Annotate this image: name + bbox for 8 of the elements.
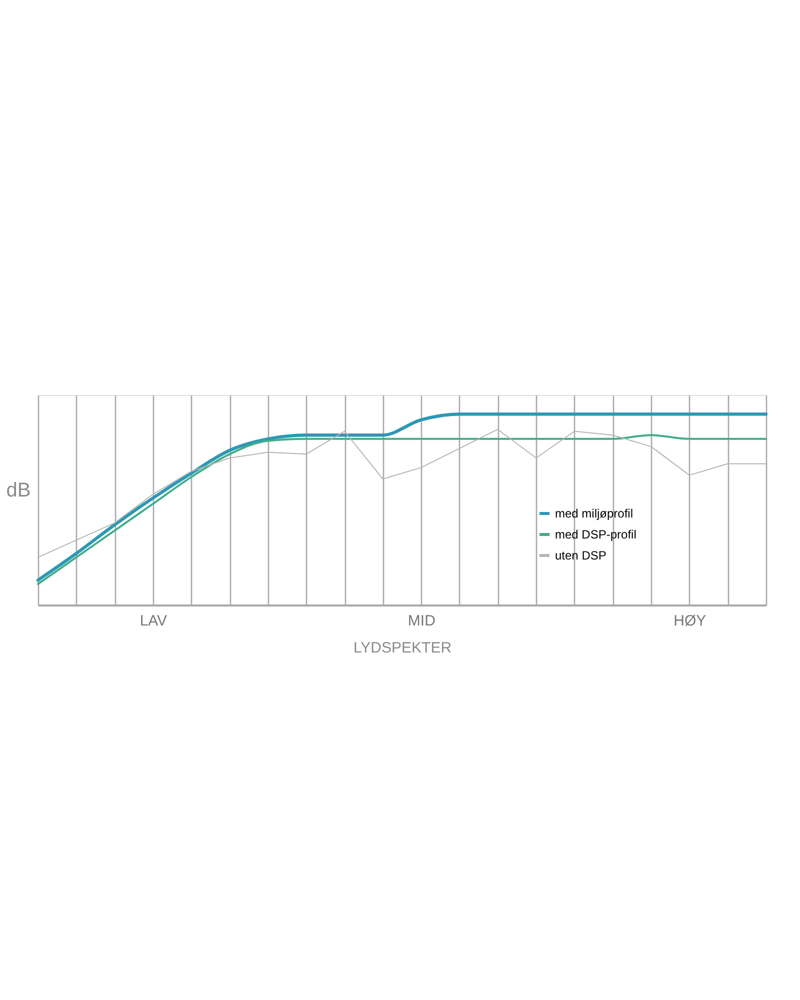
legend-label: med miljøprofil bbox=[555, 506, 634, 520]
legend-label: med DSP-profil bbox=[555, 528, 636, 542]
legend-label: uten DSP bbox=[555, 548, 606, 562]
x-tick-label: HØY bbox=[674, 612, 706, 630]
x-axis-title: LYDSPEKTER bbox=[353, 640, 452, 656]
x-tick-label: MID bbox=[408, 612, 436, 630]
y-axis-title: dB bbox=[6, 480, 31, 502]
x-tick-label: LAV bbox=[140, 612, 168, 630]
